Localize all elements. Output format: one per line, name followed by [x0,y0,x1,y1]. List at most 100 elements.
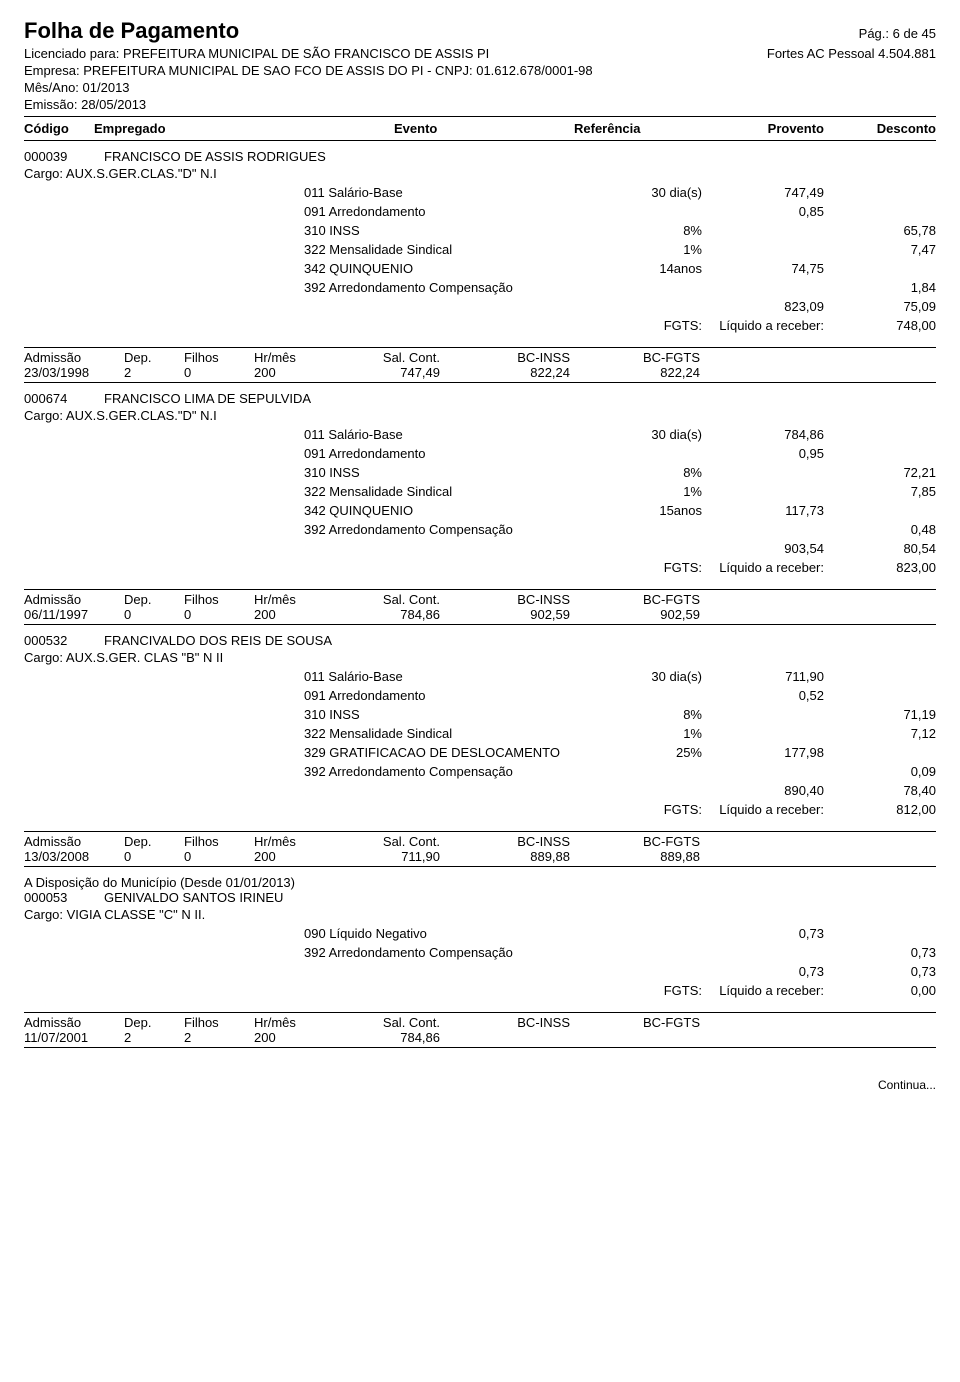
event-name: 011 Salário-Base [304,669,584,684]
employee-footer: AdmissãoDep.FilhosHr/mêsSal. Cont.BC-INS… [24,589,936,625]
footer-admissao: 06/11/1997 [24,607,124,622]
footer-hrmes-label: Hr/mês [254,834,334,849]
footer-dep: 2 [124,365,184,380]
licensed-line: Licenciado para: PREFEITURA MUNICIPAL DE… [24,46,489,61]
employee-code: 000053 [24,890,88,905]
event-row: 310 INSS8%71,19 [24,707,936,722]
page-title: Folha de Pagamento [24,18,239,44]
event-provento [714,484,824,499]
event-provento: 711,90 [714,669,824,684]
footer-filhos-label: Filhos [184,834,254,849]
event-ref: 15anos [584,503,714,518]
footer-salcont-label: Sal. Cont. [334,834,464,849]
footer-filhos-label: Filhos [184,1015,254,1030]
footer-dep: 2 [124,1030,184,1045]
event-provento [714,280,824,295]
employee-block: A Disposição do Município (Desde 01/01/2… [24,875,936,1048]
footer-salcont: 711,90 [334,849,464,864]
event-provento: 177,98 [714,745,824,760]
event-ref: 14anos [584,261,714,276]
footer-admissao: 11/07/2001 [24,1030,124,1045]
employee-name: FRANCISCO DE ASSIS RODRIGUES [104,149,326,164]
event-desconto [824,669,936,684]
event-provento [714,707,824,722]
liquido-label: Líquido a receber: [714,983,824,998]
event-desconto: 1,84 [824,280,936,295]
event-row: 322 Mensalidade Sindical1%7,85 [24,484,936,499]
col-provento: Provento [714,121,824,136]
emission-label: Emissão: [24,97,77,112]
event-row: 310 INSS8%72,21 [24,465,936,480]
event-name: 310 INSS [304,465,584,480]
event-ref [584,926,714,941]
event-provento: 0,52 [714,688,824,703]
event-provento: 74,75 [714,261,824,276]
event-desconto [824,204,936,219]
event-desconto [824,427,936,442]
total-desconto: 75,09 [824,299,936,314]
event-ref [584,446,714,461]
footer-dep-label: Dep. [124,350,184,365]
totals-row: 0,730,73 [24,964,936,979]
total-provento: 823,09 [714,299,824,314]
event-provento: 117,73 [714,503,824,518]
event-provento [714,242,824,257]
footer-bcfgts: 889,88 [594,849,724,864]
event-name: 011 Salário-Base [304,185,584,200]
event-desconto [824,261,936,276]
month-label: Mês/Ano: [24,80,79,95]
event-row: 392 Arredondamento Compensação0,09 [24,764,936,779]
event-name: 011 Salário-Base [304,427,584,442]
event-ref: 25% [584,745,714,760]
totals-row: 823,0975,09 [24,299,936,314]
event-ref: 30 dia(s) [584,669,714,684]
event-desconto: 7,85 [824,484,936,499]
footer-header-row: AdmissãoDep.FilhosHr/mêsSal. Cont.BC-INS… [24,1015,936,1030]
employee-code: 000674 [24,391,88,406]
event-name: 392 Arredondamento Compensação [304,945,584,960]
footer-bcinss: 822,24 [464,365,594,380]
liquido-value: 0,00 [824,983,936,998]
footer-hrmes: 200 [254,849,334,864]
footer-value-row: 13/03/200800200711,90889,88889,88 [24,849,936,867]
event-provento: 0,85 [714,204,824,219]
employee-code: 000532 [24,633,88,648]
total-provento: 890,40 [714,783,824,798]
event-provento [714,465,824,480]
footer-admissao: 23/03/1998 [24,365,124,380]
footer-filhos: 0 [184,365,254,380]
event-desconto: 0,09 [824,764,936,779]
event-ref: 1% [584,726,714,741]
footer-hrmes-label: Hr/mês [254,592,334,607]
emission-line: Emissão: 28/05/2013 [24,97,936,112]
footer-header-row: AdmissãoDep.FilhosHr/mêsSal. Cont.BC-INS… [24,834,936,849]
event-name: 329 GRATIFICACAO DE DESLOCAMENTO [304,745,584,760]
event-ref: 8% [584,465,714,480]
event-name: 091 Arredondamento [304,204,584,219]
event-provento: 0,95 [714,446,824,461]
footer-salcont-label: Sal. Cont. [334,350,464,365]
fgts-label: FGTS: [584,802,714,817]
footer-admissao-label: Admissão [24,1015,124,1030]
totals-row: 890,4078,40 [24,783,936,798]
company-label: Empresa: [24,63,80,78]
event-name: 310 INSS [304,707,584,722]
event-desconto: 0,73 [824,945,936,960]
event-desconto: 7,47 [824,242,936,257]
emission-value: 28/05/2013 [81,97,146,112]
employee-footer: AdmissãoDep.FilhosHr/mêsSal. Cont.BC-INS… [24,831,936,867]
event-row: 091 Arredondamento 0,85 [24,204,936,219]
event-ref [584,688,714,703]
event-row: 342 QUINQUENIO14anos74,75 [24,261,936,276]
footer-bcfgts: 902,59 [594,607,724,622]
footer-dep-label: Dep. [124,1015,184,1030]
continua-label: Continua... [24,1078,936,1092]
event-row: 322 Mensalidade Sindical1%7,12 [24,726,936,741]
employee-footer: AdmissãoDep.FilhosHr/mêsSal. Cont.BC-INS… [24,347,936,383]
employee-name: GENIVALDO SANTOS IRINEU [104,890,283,905]
col-desconto: Desconto [824,121,936,136]
event-name: 322 Mensalidade Sindical [304,726,584,741]
footer-bcinss: 902,59 [464,607,594,622]
event-provento: 784,86 [714,427,824,442]
footer-filhos: 2 [184,1030,254,1045]
